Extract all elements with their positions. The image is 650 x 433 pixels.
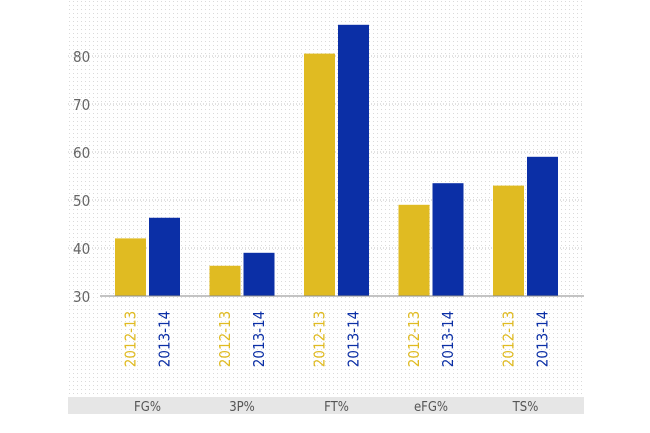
category-label-fg: FG% — [134, 400, 161, 415]
series-label-ft-2012-13: 2012-13 — [311, 311, 329, 367]
bar-efg-2013-14 — [432, 183, 464, 296]
bar-efg-2012-13 — [398, 204, 430, 296]
series-label-efg-2013-14: 2013-14 — [439, 311, 457, 367]
bars — [115, 24, 558, 297]
series-labels: 2012-13 2013-14 2012-13 2013-14 2012-13 2013-… — [122, 311, 552, 367]
category-label-3p: 3P% — [229, 400, 255, 415]
category-labels: FG% 3P% FT% eFG% TS% — [134, 400, 538, 415]
bar-3p-2012-13 — [209, 265, 241, 296]
y-tick-40: 40 — [73, 240, 90, 258]
bar-fg-2013-14 — [149, 217, 180, 296]
y-axis-ticks: 30 40 50 60 70 80 — [73, 48, 90, 306]
series-label-ts-2012-13: 2012-13 — [500, 311, 518, 367]
bar-ts-2013-14 — [527, 156, 558, 296]
bar-ts-2012-13 — [493, 185, 524, 296]
series-label-fg-2013-14: 2013-14 — [156, 311, 174, 367]
series-label-ts-2013-14: 2013-14 — [534, 311, 552, 367]
bar-fg-2012-13 — [115, 238, 146, 296]
category-label-ts: TS% — [512, 400, 539, 415]
bar-ft-2012-13 — [304, 53, 335, 296]
y-tick-70: 70 — [73, 96, 90, 114]
y-tick-80: 80 — [73, 48, 90, 66]
bar-ft-2013-14 — [338, 24, 369, 297]
series-label-3p-2012-13: 2012-13 — [216, 311, 234, 367]
bar-3p-2013-14 — [243, 252, 275, 296]
category-label-ft: FT% — [324, 400, 349, 415]
series-label-efg-2012-13: 2012-13 — [405, 311, 423, 367]
series-label-3p-2013-14: 2013-14 — [250, 311, 268, 367]
y-tick-50: 50 — [73, 192, 90, 210]
series-label-ft-2013-14: 2013-14 — [345, 311, 363, 367]
category-band — [68, 397, 584, 414]
y-tick-30: 30 — [73, 288, 90, 306]
category-label-efg: eFG% — [414, 400, 448, 415]
series-label-fg-2012-13: 2012-13 — [122, 311, 140, 367]
y-tick-60: 60 — [73, 144, 90, 162]
